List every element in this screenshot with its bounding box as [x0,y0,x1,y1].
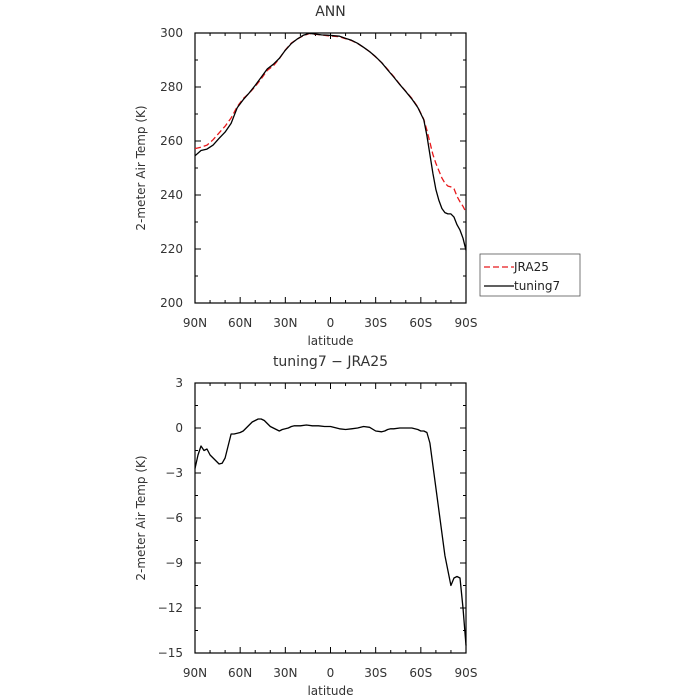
x-tick-label: 0 [327,316,335,330]
y-tick-label: 240 [160,188,183,202]
legend-label: tuning7 [514,279,560,293]
series-line-tuning7 [194,32,467,251]
series-line-tuning7-jra25 [194,418,467,646]
y-tick-label: 280 [160,80,183,94]
x-tick-label: 90S [455,666,478,680]
y-tick-label: 3 [175,376,183,390]
x-axis-label: latitude [307,684,353,698]
plot-frame-1 [194,382,467,654]
x-tick-label: 0 [327,666,335,680]
x-tick-label: 60N [228,666,252,680]
y-tick-label: 0 [175,421,183,435]
x-tick-label: 60S [409,316,432,330]
x-tick-label: 30S [364,316,387,330]
y-tick-label: −3 [165,466,183,480]
series-line-jra25 [194,32,467,213]
x-tick-label: 60N [228,316,252,330]
y-tick-label: 220 [160,242,183,256]
x-tick-label: 60S [409,666,432,680]
legend-label: JRA25 [513,260,549,274]
x-tick-label: 30N [273,666,297,680]
y-tick-label: −15 [158,646,183,660]
x-tick-label: 30S [364,666,387,680]
y-tick-label: −6 [165,511,183,525]
x-tick-label: 90S [455,316,478,330]
chart-title: ANN [315,4,346,20]
plot-frame-0 [194,32,467,304]
y-axis-label: 2-meter Air Temp (K) [134,105,148,230]
x-tick-label: 90N [183,316,207,330]
legend-box [479,253,581,297]
y-axis-label: 2-meter Air Temp (K) [134,455,148,580]
y-tick-label: 200 [160,296,183,310]
chart-title: tuning7 − JRA25 [273,354,388,370]
y-tick-label: −9 [165,556,183,570]
y-tick-label: 260 [160,134,183,148]
x-axis-label: latitude [307,334,353,348]
y-tick-label: 300 [160,26,183,40]
y-tick-label: −12 [158,601,183,615]
x-tick-label: 90N [183,666,207,680]
x-tick-label: 30N [273,316,297,330]
